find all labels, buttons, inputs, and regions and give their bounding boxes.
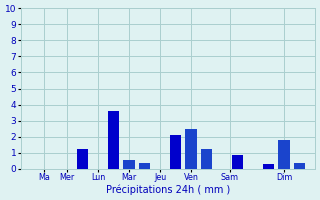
Bar	[139, 163, 150, 169]
Bar	[170, 135, 181, 169]
X-axis label: Précipitations 24h ( mm ): Précipitations 24h ( mm )	[106, 185, 230, 195]
Bar	[108, 111, 119, 169]
Bar	[278, 140, 290, 169]
Bar	[263, 164, 275, 169]
Bar	[77, 149, 88, 169]
Bar	[185, 129, 197, 169]
Bar	[123, 160, 135, 169]
Bar	[294, 163, 306, 169]
Bar	[201, 149, 212, 169]
Bar	[232, 155, 244, 169]
